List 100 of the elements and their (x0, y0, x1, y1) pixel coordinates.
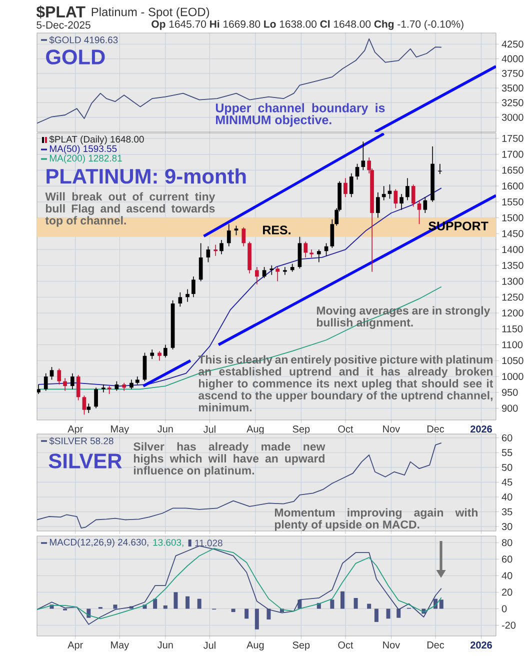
y-tick-label: 1400 (502, 246, 524, 254)
y-tick-label: 50 (502, 464, 512, 471)
candlestick (254, 266, 259, 285)
bar (439, 600, 444, 609)
candlestick (394, 188, 398, 209)
x-tick-label: Aug (246, 642, 264, 650)
y-tick-label: 3000 (502, 114, 524, 121)
y-tick-label: 1700 (502, 150, 524, 158)
chart-subtitle: Platinum - Spot (EOD) (92, 7, 210, 19)
candlestick (214, 244, 218, 256)
candlestick (400, 194, 404, 210)
x-tick-label: 2026 (470, 642, 492, 649)
legend-label: 11.028 (195, 540, 222, 546)
candlestick (242, 226, 246, 247)
y-tick-label: 1350 (502, 262, 524, 269)
candlestick (283, 266, 287, 276)
y-tick-label: 4250 (502, 40, 524, 48)
text: Op 1645.70 Hi 1669.80 Lo 1638.00 Cl 1648.00 Chg -1.70 (-0.10%) (152, 20, 464, 30)
x-tick-label: Dec (427, 642, 444, 648)
candlestick (82, 395, 86, 415)
y-tick-label: 950 (502, 388, 518, 396)
candlestick (304, 241, 308, 258)
x-tick-label: Apr (68, 426, 83, 434)
chart-title: $PLAT (36, 5, 86, 19)
legend-label: $PLAT (Daily) 1648.00 (49, 136, 144, 144)
candlestick (423, 196, 428, 214)
candlestick (198, 242, 203, 282)
candlestick (86, 403, 91, 414)
legend-label: $SILVER 58.28 (49, 437, 114, 445)
y-tick-label: 80 (502, 539, 512, 546)
bar (231, 608, 236, 612)
candlestick (262, 266, 266, 278)
candlestick (70, 372, 74, 390)
x-tick-label: 2026 (470, 426, 492, 433)
x-tick-label: Sep (292, 642, 310, 651)
annotation: Will break out of current tiny bull Flag and ascend towards top of channel. (45, 192, 216, 227)
candlestick (226, 224, 231, 247)
bar (354, 598, 358, 609)
candlestick (330, 218, 334, 248)
candlestick (142, 352, 147, 382)
bar (330, 600, 334, 609)
y-tick-label: 1150 (502, 325, 523, 332)
candlestick (310, 249, 314, 258)
candlestick (316, 249, 321, 263)
bar (367, 604, 372, 609)
x-tick-label: Jun (158, 642, 173, 648)
candlestick (192, 276, 196, 298)
y-tick-label: 55 (502, 449, 512, 456)
candlestick (220, 240, 224, 255)
x-tick-label: Nov (383, 426, 400, 432)
y-tick-label: 1500 (502, 214, 524, 222)
candlestick (76, 374, 80, 401)
y-tick-label: 3250 (502, 99, 524, 106)
candlestick (417, 200, 422, 225)
annotation: PLATINUM: 9-month (46, 168, 246, 184)
bar (266, 608, 271, 620)
y-tick-label: 1750 (502, 134, 524, 142)
band-label: RES. (263, 226, 290, 234)
y-tick-label: -20 (502, 622, 516, 629)
annotation: Upper channel boundary is MINIMUM objective. (216, 103, 385, 127)
bar (163, 605, 168, 609)
x-tick-label: Jul (203, 426, 216, 433)
x-tick-label: Oct (338, 426, 354, 433)
candlestick (206, 246, 210, 263)
bar (197, 598, 202, 609)
candlestick (163, 344, 168, 358)
candlestick (234, 225, 238, 236)
y-tick-label: 1100 (502, 341, 523, 348)
candlestick (349, 172, 354, 198)
x-tick-label: Oct (338, 642, 354, 649)
candlestick (376, 192, 380, 218)
bar (186, 596, 190, 609)
candlestick (130, 379, 134, 390)
y-tick-label: 40 (502, 572, 512, 580)
annotation: Momentum improving again with plenty of upside on MACD. (274, 508, 478, 531)
y-tick-label: 1200 (502, 309, 524, 317)
candlestick (150, 349, 154, 360)
y-tick-label: 60 (502, 434, 512, 442)
y-tick-label: 20 (502, 588, 512, 596)
candlestick (158, 350, 162, 362)
x-tick-label: Nov (383, 642, 400, 648)
candlestick (57, 368, 62, 385)
legend-label: MACD(12,26,9) 24.630, (50, 538, 148, 548)
y-tick-label: 1450 (502, 230, 524, 238)
candlestick (101, 384, 106, 393)
candlestick (344, 178, 348, 198)
bar (153, 598, 158, 609)
y-tick-label: 4000 (502, 55, 524, 62)
candlestick (406, 178, 410, 201)
candlestick (298, 236, 302, 269)
y-tick-label: 45 (502, 478, 512, 486)
y-tick-label: 900 (502, 404, 518, 412)
x-tick-label: May (111, 426, 130, 434)
x-tick-label: Aug (246, 426, 264, 434)
y-tick-label: 0 (502, 605, 507, 612)
candlestick (44, 372, 48, 392)
x-tick-label: Sep (292, 426, 310, 435)
candlestick (355, 163, 360, 180)
y-tick-label: 40 (502, 493, 512, 501)
y-tick-label: 1300 (502, 278, 524, 285)
